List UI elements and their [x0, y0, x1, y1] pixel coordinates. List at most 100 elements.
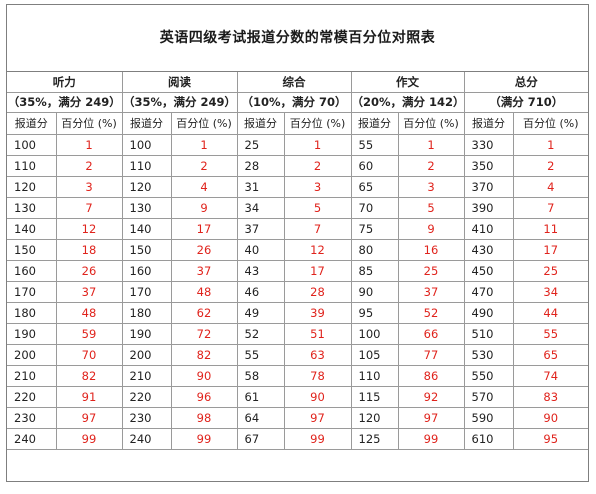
reported-score-cell: 530: [463, 343, 514, 366]
reported-score-cell: 120: [121, 175, 172, 198]
reported-score-cell: 31: [236, 175, 285, 198]
reported-score-cell: 210: [7, 364, 57, 387]
reported-score-cell: 49: [236, 301, 285, 324]
percentile-cell: 9: [170, 196, 238, 219]
percentile-cell: 11: [512, 217, 588, 240]
column-header-percentile: 百分位 (%): [397, 111, 465, 135]
percentile-cell: 25: [512, 259, 588, 282]
section-header-writing: 作文: [350, 72, 465, 93]
percentile-cell: 4: [170, 175, 238, 198]
table-row: 170 37 170 48 46 28 90 37 470 34: [7, 280, 588, 303]
percentile-cell: 95: [512, 427, 588, 450]
reported-score-cell: 490: [463, 301, 514, 324]
section-header-reading: 阅读: [121, 72, 238, 93]
reported-score-cell: 370: [463, 175, 514, 198]
percentile-cell: 5: [283, 196, 352, 219]
percentile-cell: 99: [283, 427, 352, 450]
percentile-cell: 44: [512, 301, 588, 324]
percentile-cell: 2: [283, 154, 352, 177]
percentile-cell: 1: [512, 134, 588, 156]
reported-score-cell: 200: [121, 343, 172, 366]
reported-score-cell: 160: [7, 259, 57, 282]
percentile-cell: 52: [397, 301, 465, 324]
reported-score-cell: 210: [121, 364, 172, 387]
reported-score-cell: 230: [7, 406, 57, 429]
table-row: 210 82 210 90 58 78 110 86 550 74: [7, 364, 588, 387]
column-header-score: 报道分: [463, 111, 514, 135]
column-header-percentile: 百分位 (%): [55, 111, 123, 135]
reported-score-cell: 410: [463, 217, 514, 240]
reported-score-cell: 120: [7, 175, 57, 198]
reported-score-cell: 390: [463, 196, 514, 219]
column-header-score: 报道分: [121, 111, 172, 135]
reported-score-cell: 180: [121, 301, 172, 324]
percentile-cell: 97: [55, 406, 123, 429]
table-row: 130 7 130 9 34 5 70 5 390 7: [7, 196, 588, 219]
percentile-cell: 86: [397, 364, 465, 387]
percentile-cell: 7: [512, 196, 588, 219]
percentile-cell: 77: [397, 343, 465, 366]
table-row: 100 1 100 1 25 1 55 1 330 1: [7, 134, 588, 156]
percentile-cell: 2: [170, 154, 238, 177]
reported-score-cell: 105: [350, 343, 399, 366]
percentile-cell: 97: [397, 406, 465, 429]
percentile-cell: 99: [55, 427, 123, 450]
reported-score-cell: 110: [7, 154, 57, 177]
reported-score-cell: 550: [463, 364, 514, 387]
percentile-cell: 65: [512, 343, 588, 366]
table-row: 220 91 220 96 61 90 115 92 570 83: [7, 385, 588, 408]
section-weight-reading: （35%，满分 249）: [121, 91, 238, 113]
reported-score-cell: 58: [236, 364, 285, 387]
percentile-cell: 78: [283, 364, 352, 387]
percentile-cell: 7: [283, 217, 352, 240]
percentile-cell: 17: [512, 238, 588, 261]
percentile-cell: 70: [55, 343, 123, 366]
column-header-score: 报道分: [236, 111, 285, 135]
reported-score-cell: 230: [121, 406, 172, 429]
percentile-cell: 83: [512, 385, 588, 408]
reported-score-cell: 570: [463, 385, 514, 408]
table-row: 230 97 230 98 64 97 120 97 590 90: [7, 406, 588, 429]
percentile-cell: 34: [512, 280, 588, 303]
reported-score-cell: 28: [236, 154, 285, 177]
percentile-cell: 2: [512, 154, 588, 177]
table-row: 190 59 190 72 52 51 100 66 510 55: [7, 322, 588, 345]
table-row: 240 99 240 99 67 99 125 99 610 95: [7, 427, 588, 450]
page-title: 英语四级考试报道分数的常模百分位对照表: [7, 5, 588, 72]
reported-score-cell: 61: [236, 385, 285, 408]
reported-score-cell: 350: [463, 154, 514, 177]
percentile-cell: 1: [170, 134, 238, 156]
reported-score-cell: 470: [463, 280, 514, 303]
table-row: 150 18 150 26 40 12 80 16 430 17: [7, 238, 588, 261]
percentile-cell: 37: [397, 280, 465, 303]
percentile-cell: 1: [55, 134, 123, 156]
section-weight-total: （满分 710）: [463, 91, 588, 113]
column-header-percentile: 百分位 (%): [512, 111, 588, 135]
percentile-cell: 1: [397, 134, 465, 156]
reported-score-cell: 25: [236, 134, 285, 156]
column-header-row: 报道分 百分位 (%) 报道分 百分位 (%) 报道分 百分位 (%) 报道分 百分位 (%)…: [7, 111, 588, 135]
percentile-cell: 18: [55, 238, 123, 261]
reported-score-cell: 450: [463, 259, 514, 282]
percentile-cell: 97: [283, 406, 352, 429]
reported-score-cell: 160: [121, 259, 172, 282]
reported-score-cell: 80: [350, 238, 399, 261]
table-row: 200 70 200 82 55 63 105 77 530 65: [7, 343, 588, 366]
reported-score-cell: 115: [350, 385, 399, 408]
percentile-cell: 9: [397, 217, 465, 240]
table-body: 100 1 100 1 25 1 55 1 330 1 110 2 110 2 28 2 60 2 350 2 120 3…: [7, 134, 588, 450]
table-row: 160 26 160 37 43 17 85 25 450 25: [7, 259, 588, 282]
reported-score-cell: 120: [350, 406, 399, 429]
reported-score-cell: 190: [7, 322, 57, 345]
reported-score-cell: 150: [7, 238, 57, 261]
reported-score-cell: 125: [350, 427, 399, 450]
percentile-cell: 37: [170, 259, 238, 282]
percentile-cell: 17: [170, 217, 238, 240]
percentile-cell: 3: [283, 175, 352, 198]
reported-score-cell: 100: [350, 322, 399, 345]
percentile-cell: 51: [283, 322, 352, 345]
percentile-cell: 62: [170, 301, 238, 324]
percentile-cell: 55: [512, 322, 588, 345]
reported-score-cell: 170: [121, 280, 172, 303]
reported-score-cell: 140: [121, 217, 172, 240]
